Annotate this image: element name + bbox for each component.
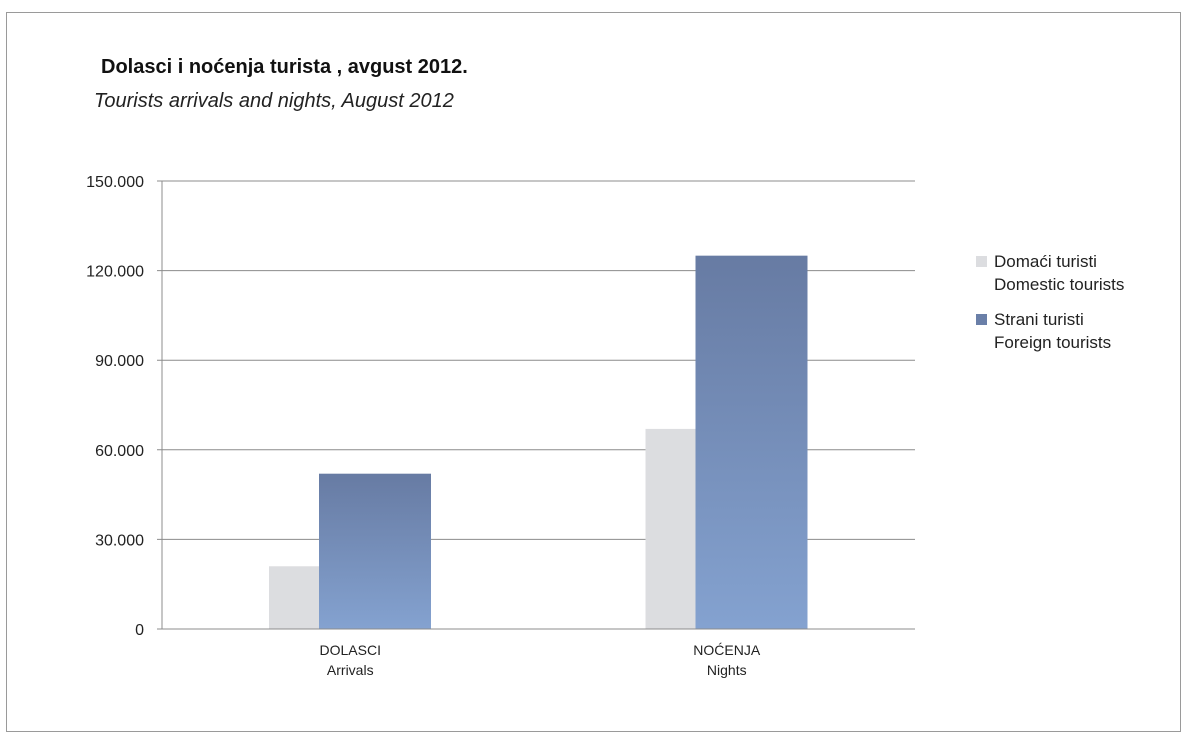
legend-swatch-foreign <box>976 314 987 325</box>
legend-label-domestic-local: Domaći turisti <box>994 252 1097 271</box>
y-tick-label: 30.000 <box>95 532 144 549</box>
x-axis-labels: DOLASCI Arrivals NOĆENJA Nights <box>320 642 761 678</box>
legend: Domaći turisti Domestic tourists Strani … <box>976 250 1124 366</box>
legend-label-domestic-english: Domestic tourists <box>994 275 1125 294</box>
legend-item-domestic: Domaći turisti Domestic tourists <box>976 250 1124 296</box>
legend-item-foreign: Strani turisti Foreign tourists <box>976 308 1124 354</box>
bar-domestic-1 <box>645 428 696 629</box>
x-tick-label: Arrivals <box>327 662 374 678</box>
chart-subtitle: Tourists arrivals and nights, August 201… <box>94 90 454 112</box>
bar-domestic-0 <box>269 566 319 629</box>
legend-label-foreign-local: Strani turisti <box>994 310 1084 329</box>
legend-swatch-domestic <box>976 256 987 267</box>
x-tick-label: NOĆENJA <box>693 642 761 658</box>
y-tick-label: 90.000 <box>95 353 144 370</box>
legend-label-foreign-english: Foreign tourists <box>994 333 1112 352</box>
bars <box>162 255 915 630</box>
y-tick-label: 120.000 <box>86 264 144 281</box>
bar-foreign-0 <box>319 473 431 629</box>
y-tick-label: 60.000 <box>95 443 144 460</box>
y-axis-ticks: 0 30.000 60.000 90.000 120.000 150.000 <box>86 174 144 639</box>
chart-title: Dolasci i noćenja turista , avgust 2012. <box>101 56 468 78</box>
y-tick-label: 0 <box>135 622 144 639</box>
x-tick-label: DOLASCI <box>320 642 381 658</box>
x-tick-label: Nights <box>707 662 747 678</box>
y-tick-label: 150.000 <box>86 174 144 191</box>
bar-foreign-1 <box>695 255 808 629</box>
chart-frame <box>6 12 1181 732</box>
